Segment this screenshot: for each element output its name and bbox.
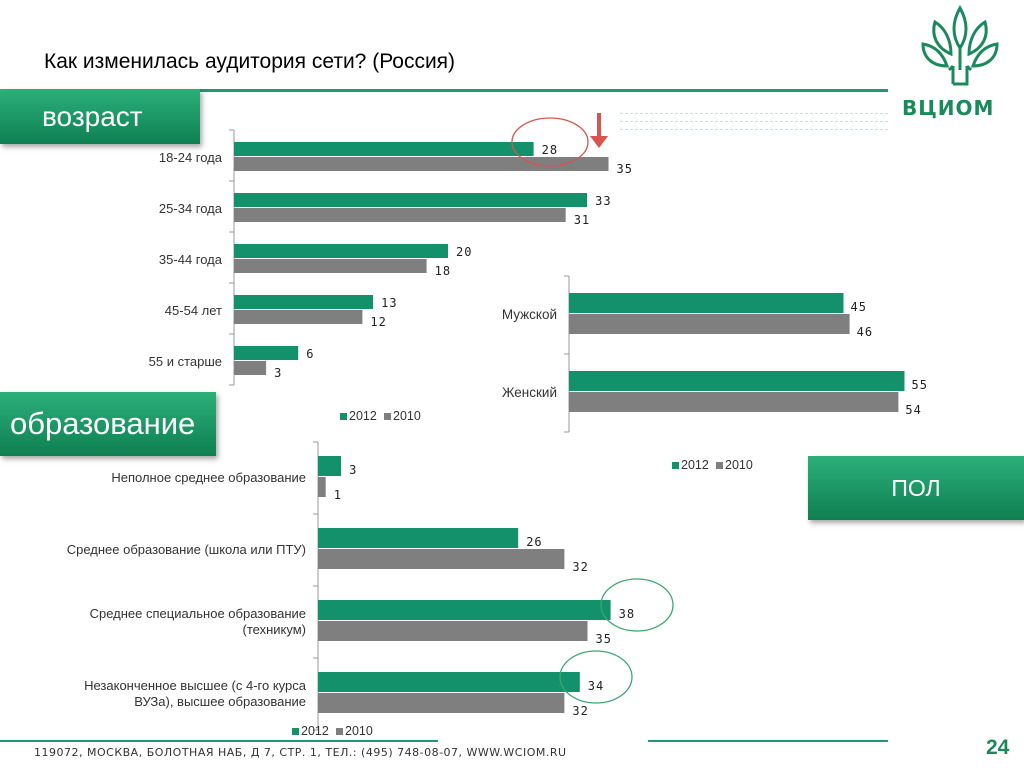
category-label: 45-54 лет [165, 303, 222, 318]
data-label-2010: 54 [905, 403, 921, 417]
section-age-label: возраст [42, 100, 143, 132]
bar-2010 [569, 314, 850, 334]
logo-text: ВЦИОМ [902, 96, 995, 120]
legend-swatch-2012 [340, 413, 347, 420]
legend-label-2012: 2012 [301, 724, 329, 738]
education-chart: 31 Неполное среднее образование 26 32 Средне… [67, 441, 635, 738]
bar-2012 [234, 244, 448, 258]
data-label-2012: 13 [381, 296, 397, 310]
bar-2012 [234, 142, 534, 156]
gender-chart: 45 46 Мужской 55 54 Женский 2012 2010 [502, 275, 928, 472]
legend-label-2010: 2010 [393, 409, 421, 423]
data-label-2012: 45 [851, 300, 867, 314]
bar-2012 [318, 672, 580, 692]
legend-label-2012: 2012 [681, 458, 709, 472]
wciom-logo-icon [921, 4, 999, 86]
bar-2010 [318, 549, 565, 569]
category-label: 25-34 года [159, 201, 223, 216]
bar-2012 [234, 193, 588, 207]
category-label: Женский [502, 385, 557, 400]
section-gender: ПОЛ [808, 456, 1024, 520]
section-education-label: образование [10, 406, 196, 441]
down-arrow-icon [590, 113, 608, 148]
legend-label-2010: 2010 [345, 724, 373, 738]
legend-swatch-2010 [336, 728, 343, 735]
data-label-2012: 20 [456, 245, 472, 259]
legend-swatch-2010 [384, 413, 391, 420]
data-label-2012: 38 [619, 607, 635, 621]
bar-2012 [318, 528, 519, 548]
decor-dashes [620, 113, 888, 114]
legend-label-2010: 2010 [725, 458, 753, 472]
footer-rule-left [0, 740, 438, 742]
legend-swatch-2012 [672, 462, 679, 469]
data-label-2010: 35 [596, 632, 612, 646]
data-label-2010: 46 [857, 325, 873, 339]
section-education: образование [0, 392, 216, 456]
section-age: возраст [0, 89, 200, 144]
footer-rule-right [648, 740, 888, 742]
page-title: Как изменилась аудитория сети? (Россия) [44, 50, 456, 73]
legend-swatch-2012 [292, 728, 299, 735]
data-label-2012: 34 [588, 679, 604, 693]
legend-swatch-2010 [716, 462, 723, 469]
bar-2012 [234, 346, 299, 360]
decor-dashes-3 [620, 129, 888, 130]
bar-2012 [234, 295, 374, 309]
bar-2012 [318, 456, 342, 476]
bar-2010 [234, 361, 267, 375]
category-label: 55 и старше [149, 354, 222, 369]
bar-2012 [569, 293, 844, 313]
decor-dashes-2 [620, 121, 888, 122]
bar-2010 [569, 392, 899, 412]
data-label-2012: 33 [595, 194, 611, 208]
category-label: Неполное среднее образование [111, 470, 306, 485]
data-label-2012: 3 [349, 463, 357, 477]
bar-2012 [318, 600, 611, 620]
data-label-2010: 18 [435, 264, 451, 278]
bar-2010 [318, 621, 588, 641]
data-label-2012: 26 [526, 535, 542, 549]
highlight-circle-edu-tech [600, 578, 674, 632]
age-chart: 28 35 18-24 года 33 31 25-34 года 20 18 35-44 го… [149, 129, 633, 423]
data-label-2012: 55 [912, 378, 928, 392]
bar-2012 [569, 371, 905, 391]
data-label-2010: 35 [617, 162, 633, 176]
data-label-2010: 3 [274, 366, 282, 380]
bar-2010 [318, 693, 565, 713]
data-label-2012: 28 [542, 143, 558, 157]
bar-2010 [234, 259, 427, 273]
category-label: (техникум) [243, 622, 306, 637]
header-rule [0, 89, 888, 92]
highlight-circle-age-18-24 [511, 117, 589, 167]
category-label: Незаконченное высшее (с 4-го курса [84, 678, 307, 693]
legend-label-2012: 2012 [349, 409, 377, 423]
category-label: 35-44 года [159, 252, 223, 267]
page-number: 24 [986, 736, 1010, 759]
footer-address: 119072, МОСКВА, БОЛОТНАЯ НАБ, Д 7, СТР. … [34, 746, 567, 759]
data-label-2010: 32 [572, 704, 588, 718]
data-label-2010: 1 [334, 488, 342, 502]
data-label-2012: 6 [306, 347, 314, 361]
category-label: Среднее образование (школа или ПТУ) [67, 542, 306, 557]
bar-2010 [234, 157, 609, 171]
bar-2010 [318, 477, 326, 497]
category-label: Среднее специальное образование [90, 606, 306, 621]
category-label: 18-24 года [159, 150, 223, 165]
bar-2010 [234, 310, 363, 324]
data-label-2010: 31 [574, 213, 590, 227]
data-label-2010: 32 [572, 560, 588, 574]
bar-2010 [234, 208, 566, 222]
category-label: Мужской [502, 307, 557, 322]
category-label: ВУЗа), высшее образование [134, 694, 306, 709]
highlight-circle-edu-higher [559, 650, 633, 704]
data-label-2010: 12 [370, 315, 386, 329]
section-gender-label: ПОЛ [891, 474, 941, 501]
